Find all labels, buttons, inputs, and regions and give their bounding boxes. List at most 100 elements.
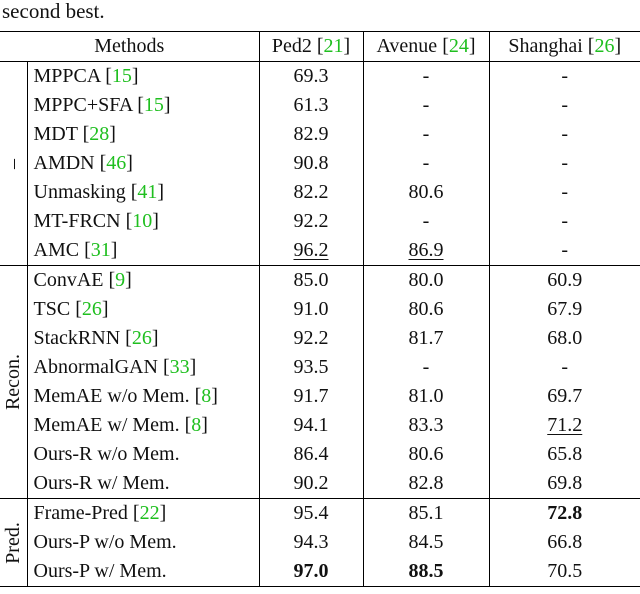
table-row: MDT [28] 82.9 - - bbox=[0, 120, 640, 149]
ped2-value: 86.4 bbox=[259, 440, 364, 469]
avenue-value: 86.9 bbox=[363, 236, 490, 266]
shanghai-value: 60.9 bbox=[489, 265, 640, 295]
table-row: AMDN [46] 90.8 - - bbox=[0, 149, 640, 178]
header-avenue: Avenue [24] bbox=[363, 31, 490, 62]
table-row: MPPC+SFA [15] 61.3 - - bbox=[0, 91, 640, 120]
ped2-value: 69.3 bbox=[259, 61, 364, 91]
citation-link[interactable]: 10 bbox=[132, 210, 153, 232]
ped2-score: 61.3 bbox=[293, 94, 329, 116]
shanghai-value: 70.5 bbox=[489, 557, 640, 587]
method-name: MPPC+SFA bbox=[33, 94, 133, 116]
shanghai-score: - bbox=[561, 239, 569, 261]
ped2-score: 94.3 bbox=[293, 531, 329, 553]
method-cell: AbnormalGAN [33] bbox=[27, 353, 260, 382]
ped2-value: 82.2 bbox=[259, 178, 364, 207]
avenue-value: 81.0 bbox=[363, 382, 490, 411]
table-row: Unmasking [41] 82.2 80.6 - bbox=[0, 178, 640, 207]
ped2-score: 96.2 bbox=[293, 239, 329, 261]
avenue-value: 80.0 bbox=[363, 265, 490, 295]
citation-link[interactable]: 31 bbox=[90, 239, 111, 261]
method-name: ConvAE bbox=[33, 269, 104, 291]
avenue-score: 80.0 bbox=[408, 269, 444, 291]
avenue-value: 80.6 bbox=[363, 178, 490, 207]
citation-link[interactable]: 28 bbox=[89, 123, 110, 145]
ped2-value: 93.5 bbox=[259, 353, 364, 382]
avenue-value: 82.8 bbox=[363, 469, 490, 499]
method-name: Ours-P w/o Mem. bbox=[33, 531, 177, 553]
ped2-score: 93.5 bbox=[293, 356, 329, 378]
ped2-value: 82.9 bbox=[259, 120, 364, 149]
citation-link[interactable]: 26 bbox=[131, 327, 152, 349]
avenue-value: - bbox=[363, 149, 490, 178]
method-cell: Unmasking [41] bbox=[27, 178, 260, 207]
shanghai-value: 72.8 bbox=[489, 498, 640, 528]
ped2-score: 82.9 bbox=[293, 123, 329, 145]
avenue-score: - bbox=[422, 123, 430, 145]
method-name: Ours-P w/ Mem. bbox=[33, 560, 167, 582]
citation-link[interactable]: 46 bbox=[106, 152, 127, 174]
ped2-score: 92.2 bbox=[293, 210, 329, 232]
ped2-value: 95.4 bbox=[259, 498, 364, 528]
ped2-score: 92.2 bbox=[293, 327, 329, 349]
avenue-score: - bbox=[422, 94, 430, 116]
shanghai-value: 69.7 bbox=[489, 382, 640, 411]
avenue-score: 81.7 bbox=[408, 327, 444, 349]
citation-link[interactable]: 15 bbox=[111, 65, 132, 87]
avenue-score: - bbox=[422, 210, 430, 232]
avenue-value: - bbox=[363, 61, 490, 91]
header-shanghai-name: Shanghai bbox=[508, 35, 583, 57]
citation-link[interactable]: 26 bbox=[81, 298, 102, 320]
citation-link[interactable]: 9 bbox=[115, 269, 126, 291]
header-shanghai: Shanghai [26] bbox=[489, 31, 640, 62]
method-name: Ours-R w/o Mem. bbox=[33, 443, 180, 465]
shanghai-value: - bbox=[489, 353, 640, 382]
table-row: – MPPCA [15] 69.3 - - bbox=[0, 61, 640, 266]
header-avenue-name: Avenue bbox=[376, 35, 438, 57]
shanghai-score: 70.5 bbox=[547, 560, 583, 582]
avenue-score: 83.3 bbox=[408, 414, 444, 436]
header-avenue-ref[interactable]: 24 bbox=[448, 35, 469, 57]
shanghai-score: - bbox=[561, 94, 569, 116]
shanghai-value: 65.8 bbox=[489, 440, 640, 469]
avenue-score: 85.1 bbox=[408, 502, 444, 524]
ped2-score: 86.4 bbox=[293, 443, 329, 465]
avenue-value: 84.5 bbox=[363, 528, 490, 557]
shanghai-value: - bbox=[489, 120, 640, 149]
citation-link[interactable]: 8 bbox=[201, 385, 212, 407]
header-shanghai-ref[interactable]: 26 bbox=[594, 35, 615, 57]
citation-link[interactable]: 33 bbox=[169, 356, 190, 378]
ped2-value: 96.2 bbox=[259, 236, 364, 266]
ped2-value: 91.0 bbox=[259, 295, 364, 324]
shanghai-score: - bbox=[561, 181, 569, 203]
group-label: Recon. bbox=[2, 353, 25, 411]
table-row: TSC [26] 91.0 80.6 67.9 bbox=[0, 295, 640, 324]
citation-link[interactable]: 41 bbox=[137, 181, 158, 203]
method-cell: ConvAE [9] bbox=[27, 265, 260, 295]
avenue-value: 88.5 bbox=[363, 557, 490, 587]
method-cell: MemAE w/o Mem. [8] bbox=[27, 382, 260, 411]
table-body: – MPPCA [15] 69.3- - MPPC+SFA [15] 61.3- - MDT … bbox=[0, 61, 640, 587]
table-row: AMC [31] 96.2 86.9 - bbox=[0, 236, 640, 266]
avenue-value: - bbox=[363, 353, 490, 382]
shanghai-score: - bbox=[561, 356, 569, 378]
header-ped2-ref[interactable]: 21 bbox=[323, 35, 344, 57]
method-name: AMDN bbox=[33, 152, 95, 174]
group-label: – bbox=[2, 158, 25, 169]
table-row: Ours-R w/o Mem. 86.4 80.6 65.8 bbox=[0, 440, 640, 469]
header-row: Methods Ped2 [21] Avenue [24] Shanghai [… bbox=[0, 31, 640, 62]
ped2-value: 94.1 bbox=[259, 411, 364, 440]
shanghai-score: 66.8 bbox=[547, 531, 583, 553]
citation-link[interactable]: 22 bbox=[139, 502, 160, 524]
method-name: MemAE w/ Mem. bbox=[33, 414, 180, 436]
method-name: Frame-Pred bbox=[33, 502, 128, 524]
ped2-score: 91.0 bbox=[293, 298, 329, 320]
shanghai-value: 67.9 bbox=[489, 295, 640, 324]
method-cell: Ours-R w/ Mem. bbox=[27, 469, 260, 499]
method-name: MemAE w/o Mem. bbox=[33, 385, 190, 407]
citation-link[interactable]: 15 bbox=[143, 94, 164, 116]
avenue-score: 80.6 bbox=[408, 181, 444, 203]
caption-tail: second best. bbox=[2, 0, 105, 23]
group-label-cell: Recon. bbox=[0, 265, 28, 499]
avenue-score: 88.5 bbox=[408, 560, 444, 582]
citation-link[interactable]: 8 bbox=[191, 414, 202, 436]
